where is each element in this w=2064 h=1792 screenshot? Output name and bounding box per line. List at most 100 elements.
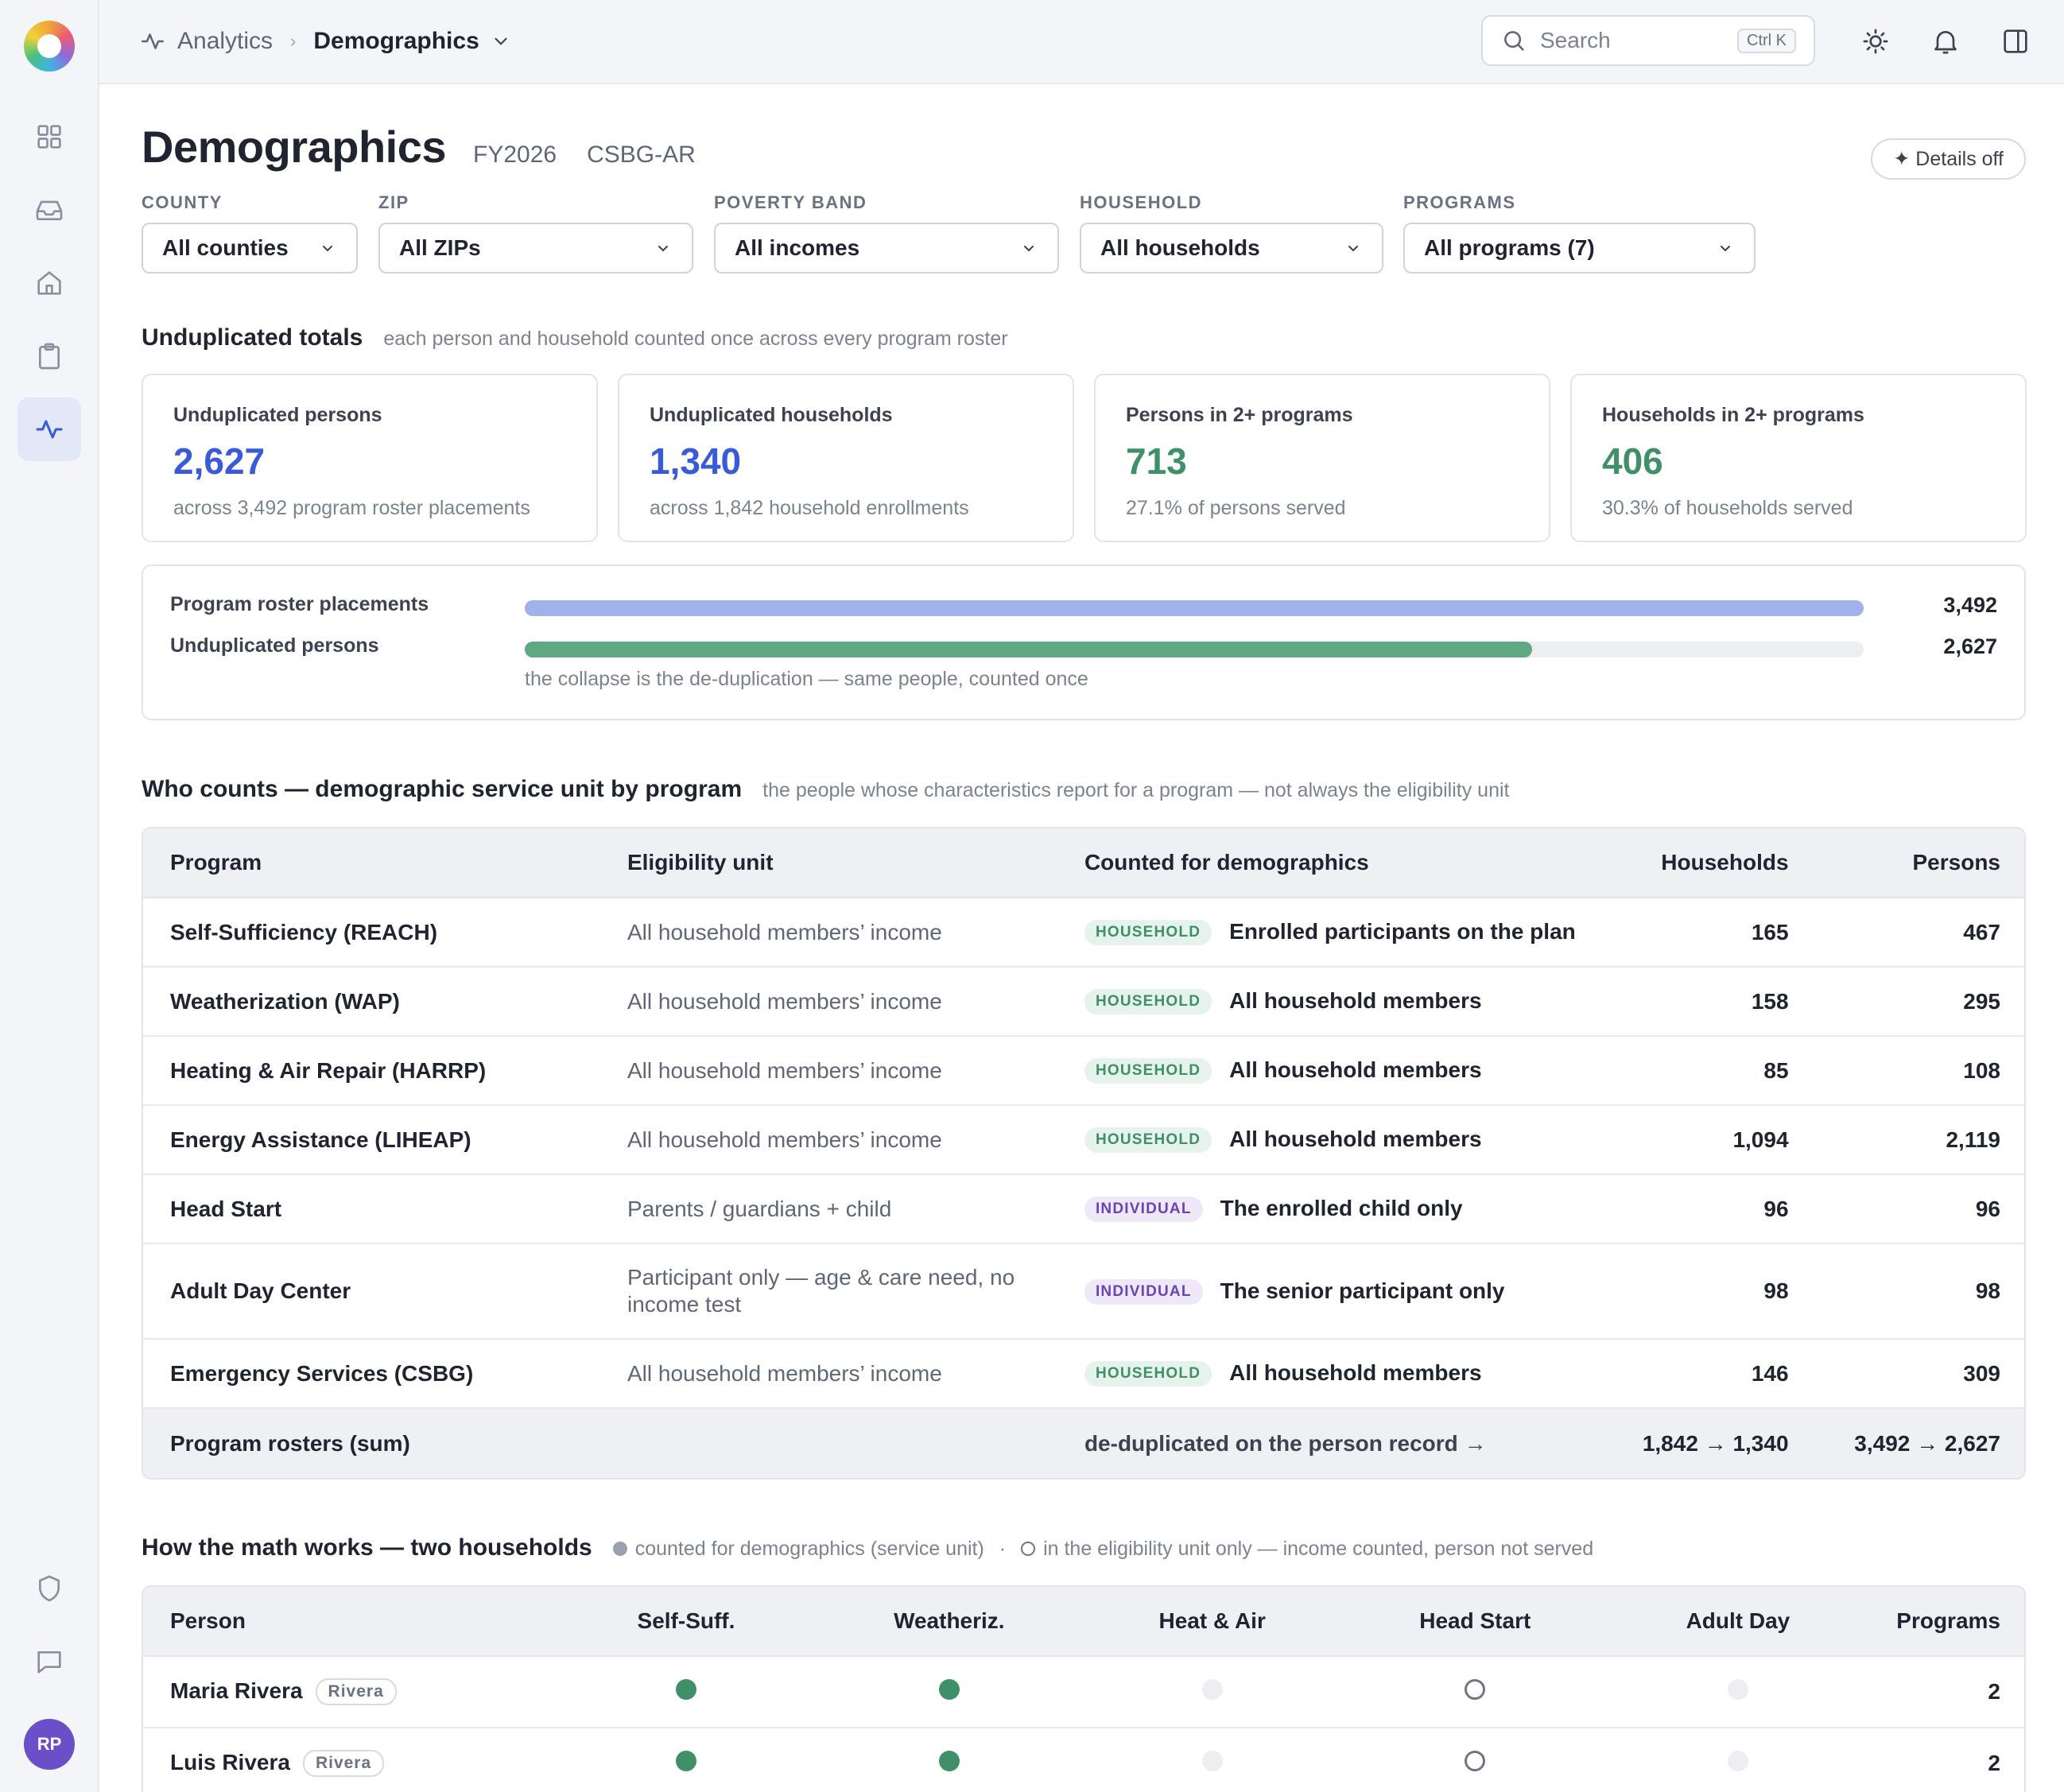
sidebar-item-messages[interactable] bbox=[17, 1630, 81, 1693]
sidebar-item-reports[interactable] bbox=[17, 324, 81, 388]
column-header-programs[interactable]: Programs bbox=[1869, 1587, 2024, 1657]
person-name: Luis Rivera bbox=[170, 1750, 290, 1775]
column-header-heat-air[interactable]: Heat & Air bbox=[1080, 1587, 1344, 1657]
column-header-eligibility[interactable]: Eligibility unit bbox=[599, 828, 1057, 898]
bar-label-placements: Program roster placements bbox=[170, 593, 429, 615]
county-select[interactable]: All counties bbox=[142, 223, 358, 273]
sidebar-item-dashboard[interactable] bbox=[17, 105, 81, 169]
column-header-program[interactable]: Program bbox=[143, 828, 600, 898]
column-header-households[interactable]: Households bbox=[1607, 828, 1816, 898]
households-count: 146 bbox=[1607, 1340, 1816, 1409]
program-cell bbox=[1080, 1728, 1344, 1792]
sidebar-item-inbox[interactable] bbox=[17, 178, 81, 242]
breadcrumb-separator: › bbox=[290, 31, 297, 51]
notifications-button[interactable] bbox=[1928, 24, 1963, 59]
legend-separator: · bbox=[999, 1538, 1007, 1560]
table-row[interactable]: Energy Assistance (LIHEAP) All household … bbox=[143, 1106, 2024, 1175]
legend-ring-label: in the eligibility unit only — income co… bbox=[1043, 1538, 1594, 1560]
eligibility-text: All household members’ income bbox=[627, 1360, 942, 1386]
stat-card-multi-program-households: Households in 2+ programs 406 30.3% of h… bbox=[1570, 374, 2027, 542]
program-cell bbox=[1606, 1657, 1870, 1728]
stat-card-households: Unduplicated households 1,340 across 1,8… bbox=[618, 374, 1074, 542]
select-value: All households bbox=[1100, 235, 1260, 260]
unit-badge: HOUSEHOLD bbox=[1084, 989, 1212, 1014]
breadcrumb-demographics[interactable]: Demographics bbox=[313, 28, 479, 54]
stat-subtext: 30.3% of households served bbox=[1602, 497, 1853, 519]
household-select[interactable]: All households bbox=[1080, 223, 1383, 273]
panel-toggle-button[interactable] bbox=[1998, 24, 2033, 59]
grid-icon bbox=[37, 125, 61, 149]
program-cell bbox=[1080, 1657, 1344, 1728]
table-header-row: Person Self-Suff. Weatheriz. Heat & Air … bbox=[143, 1587, 2024, 1657]
table-row[interactable]: Head Start Parents / guardians + child IND… bbox=[143, 1175, 2024, 1244]
sum-note: de-duplicated on the person record → bbox=[1057, 1409, 1608, 1478]
sidebar-item-security[interactable] bbox=[17, 1557, 81, 1620]
column-header-self-suff[interactable]: Self-Suff. bbox=[554, 1587, 818, 1657]
persons-count: 96 bbox=[1815, 1175, 2024, 1244]
avatar[interactable]: RP bbox=[24, 1719, 75, 1770]
household-tag: Rivera bbox=[302, 1750, 385, 1777]
poverty-band-select[interactable]: All incomes bbox=[714, 223, 1059, 273]
details-toggle-button[interactable]: ✦ Details off bbox=[1871, 138, 2026, 180]
page-header: Demographics FY2026 CSBG-AR bbox=[142, 121, 696, 173]
totals-section-header: Unduplicated totals each person and hous… bbox=[142, 324, 1008, 351]
column-header-persons[interactable]: Persons bbox=[1815, 828, 2024, 898]
table-row[interactable]: Heating & Air Repair (HARRP) All househol… bbox=[143, 1037, 2024, 1106]
legend-filled-dot bbox=[612, 1542, 627, 1556]
section-subtitle: each person and household counted once a… bbox=[383, 328, 1008, 350]
stat-label: Unduplicated households bbox=[650, 404, 893, 426]
sum-empty bbox=[599, 1409, 1057, 1478]
inbox-icon bbox=[36, 200, 63, 220]
person-name: Maria Rivera bbox=[170, 1678, 303, 1703]
search-box[interactable]: Search Ctrl K bbox=[1481, 15, 1815, 66]
stat-subtext: across 1,842 household enrollments bbox=[650, 497, 969, 519]
sidebar-item-home[interactable] bbox=[17, 251, 81, 315]
stat-card-persons: Unduplicated persons 2,627 across 3,492 … bbox=[142, 374, 598, 542]
chevron-down-icon bbox=[1024, 246, 1034, 252]
households-count: 98 bbox=[1607, 1244, 1816, 1340]
app-logo[interactable] bbox=[24, 21, 75, 72]
eligibility-unit: Participant only — age & care need, no i… bbox=[599, 1244, 1057, 1340]
search-input[interactable]: Search bbox=[1540, 28, 1611, 52]
zip-select[interactable]: All ZIPs bbox=[378, 223, 693, 273]
status-dot-filled bbox=[675, 1678, 696, 1700]
status-dot-ring bbox=[1465, 1750, 1486, 1771]
topbar: Analytics › Demographics Search Ctrl K bbox=[99, 0, 2064, 84]
household-tag: Rivera bbox=[315, 1678, 397, 1705]
unit-badge: HOUSEHOLD bbox=[1084, 920, 1212, 945]
column-header-person[interactable]: Person bbox=[143, 1587, 555, 1657]
program-name: Head Start bbox=[143, 1175, 600, 1244]
column-header-weatheriz[interactable]: Weatheriz. bbox=[817, 1587, 1081, 1657]
fiscal-year-label: FY2026 bbox=[473, 142, 557, 168]
stat-subtext: across 3,492 program roster placements bbox=[173, 497, 530, 519]
status-dot-filled bbox=[938, 1750, 960, 1771]
table-row[interactable]: Self-Sufficiency (REACH) All household me… bbox=[143, 898, 2024, 968]
breadcrumb-analytics[interactable]: Analytics bbox=[177, 28, 274, 54]
sidebar: RP bbox=[0, 0, 99, 1792]
programs-select[interactable]: All programs (7) bbox=[1403, 223, 1756, 273]
activity-icon bbox=[36, 420, 63, 439]
sidebar-item-analytics[interactable] bbox=[17, 398, 81, 461]
table-row[interactable]: Maria Rivera Rivera 2 bbox=[143, 1657, 2024, 1728]
eligibility-text: All household members’ income bbox=[627, 919, 942, 944]
service-unit-table: Program Eligibility unit Counted for dem… bbox=[142, 827, 2026, 1480]
filter-label: HOUSEHOLD bbox=[1080, 192, 1203, 212]
table-row[interactable]: Emergency Services (CSBG) All household m… bbox=[143, 1340, 2024, 1409]
eligibility-text: All household members’ income bbox=[627, 1057, 942, 1083]
filter-label: POVERTY BAND bbox=[714, 192, 867, 212]
persons-count: 309 bbox=[1815, 1340, 2024, 1409]
chevron-down-icon bbox=[323, 246, 332, 252]
bar-track-persons bbox=[525, 642, 1864, 657]
table-row[interactable]: Weatherization (WAP) All household member… bbox=[143, 968, 2024, 1037]
column-header-head-start[interactable]: Head Start bbox=[1343, 1587, 1607, 1657]
table-row[interactable]: Adult Day Center Participant only — age &… bbox=[143, 1244, 2024, 1340]
table-row[interactable]: Luis Rivera Rivera 2 bbox=[143, 1728, 2024, 1792]
stat-card-multi-program-persons: Persons in 2+ programs 713 27.1% of pers… bbox=[1094, 374, 1550, 542]
counted-for-demographics: INDIVIDUAL The senior participant only bbox=[1057, 1244, 1608, 1340]
households-count: 165 bbox=[1607, 898, 1816, 968]
theme-toggle-button[interactable] bbox=[1858, 24, 1893, 59]
column-header-counted[interactable]: Counted for demographics bbox=[1057, 828, 1608, 898]
chevron-down-icon[interactable] bbox=[491, 31, 511, 52]
bar-fill-persons bbox=[525, 642, 1532, 657]
column-header-adult-day[interactable]: Adult Day bbox=[1606, 1587, 1870, 1657]
